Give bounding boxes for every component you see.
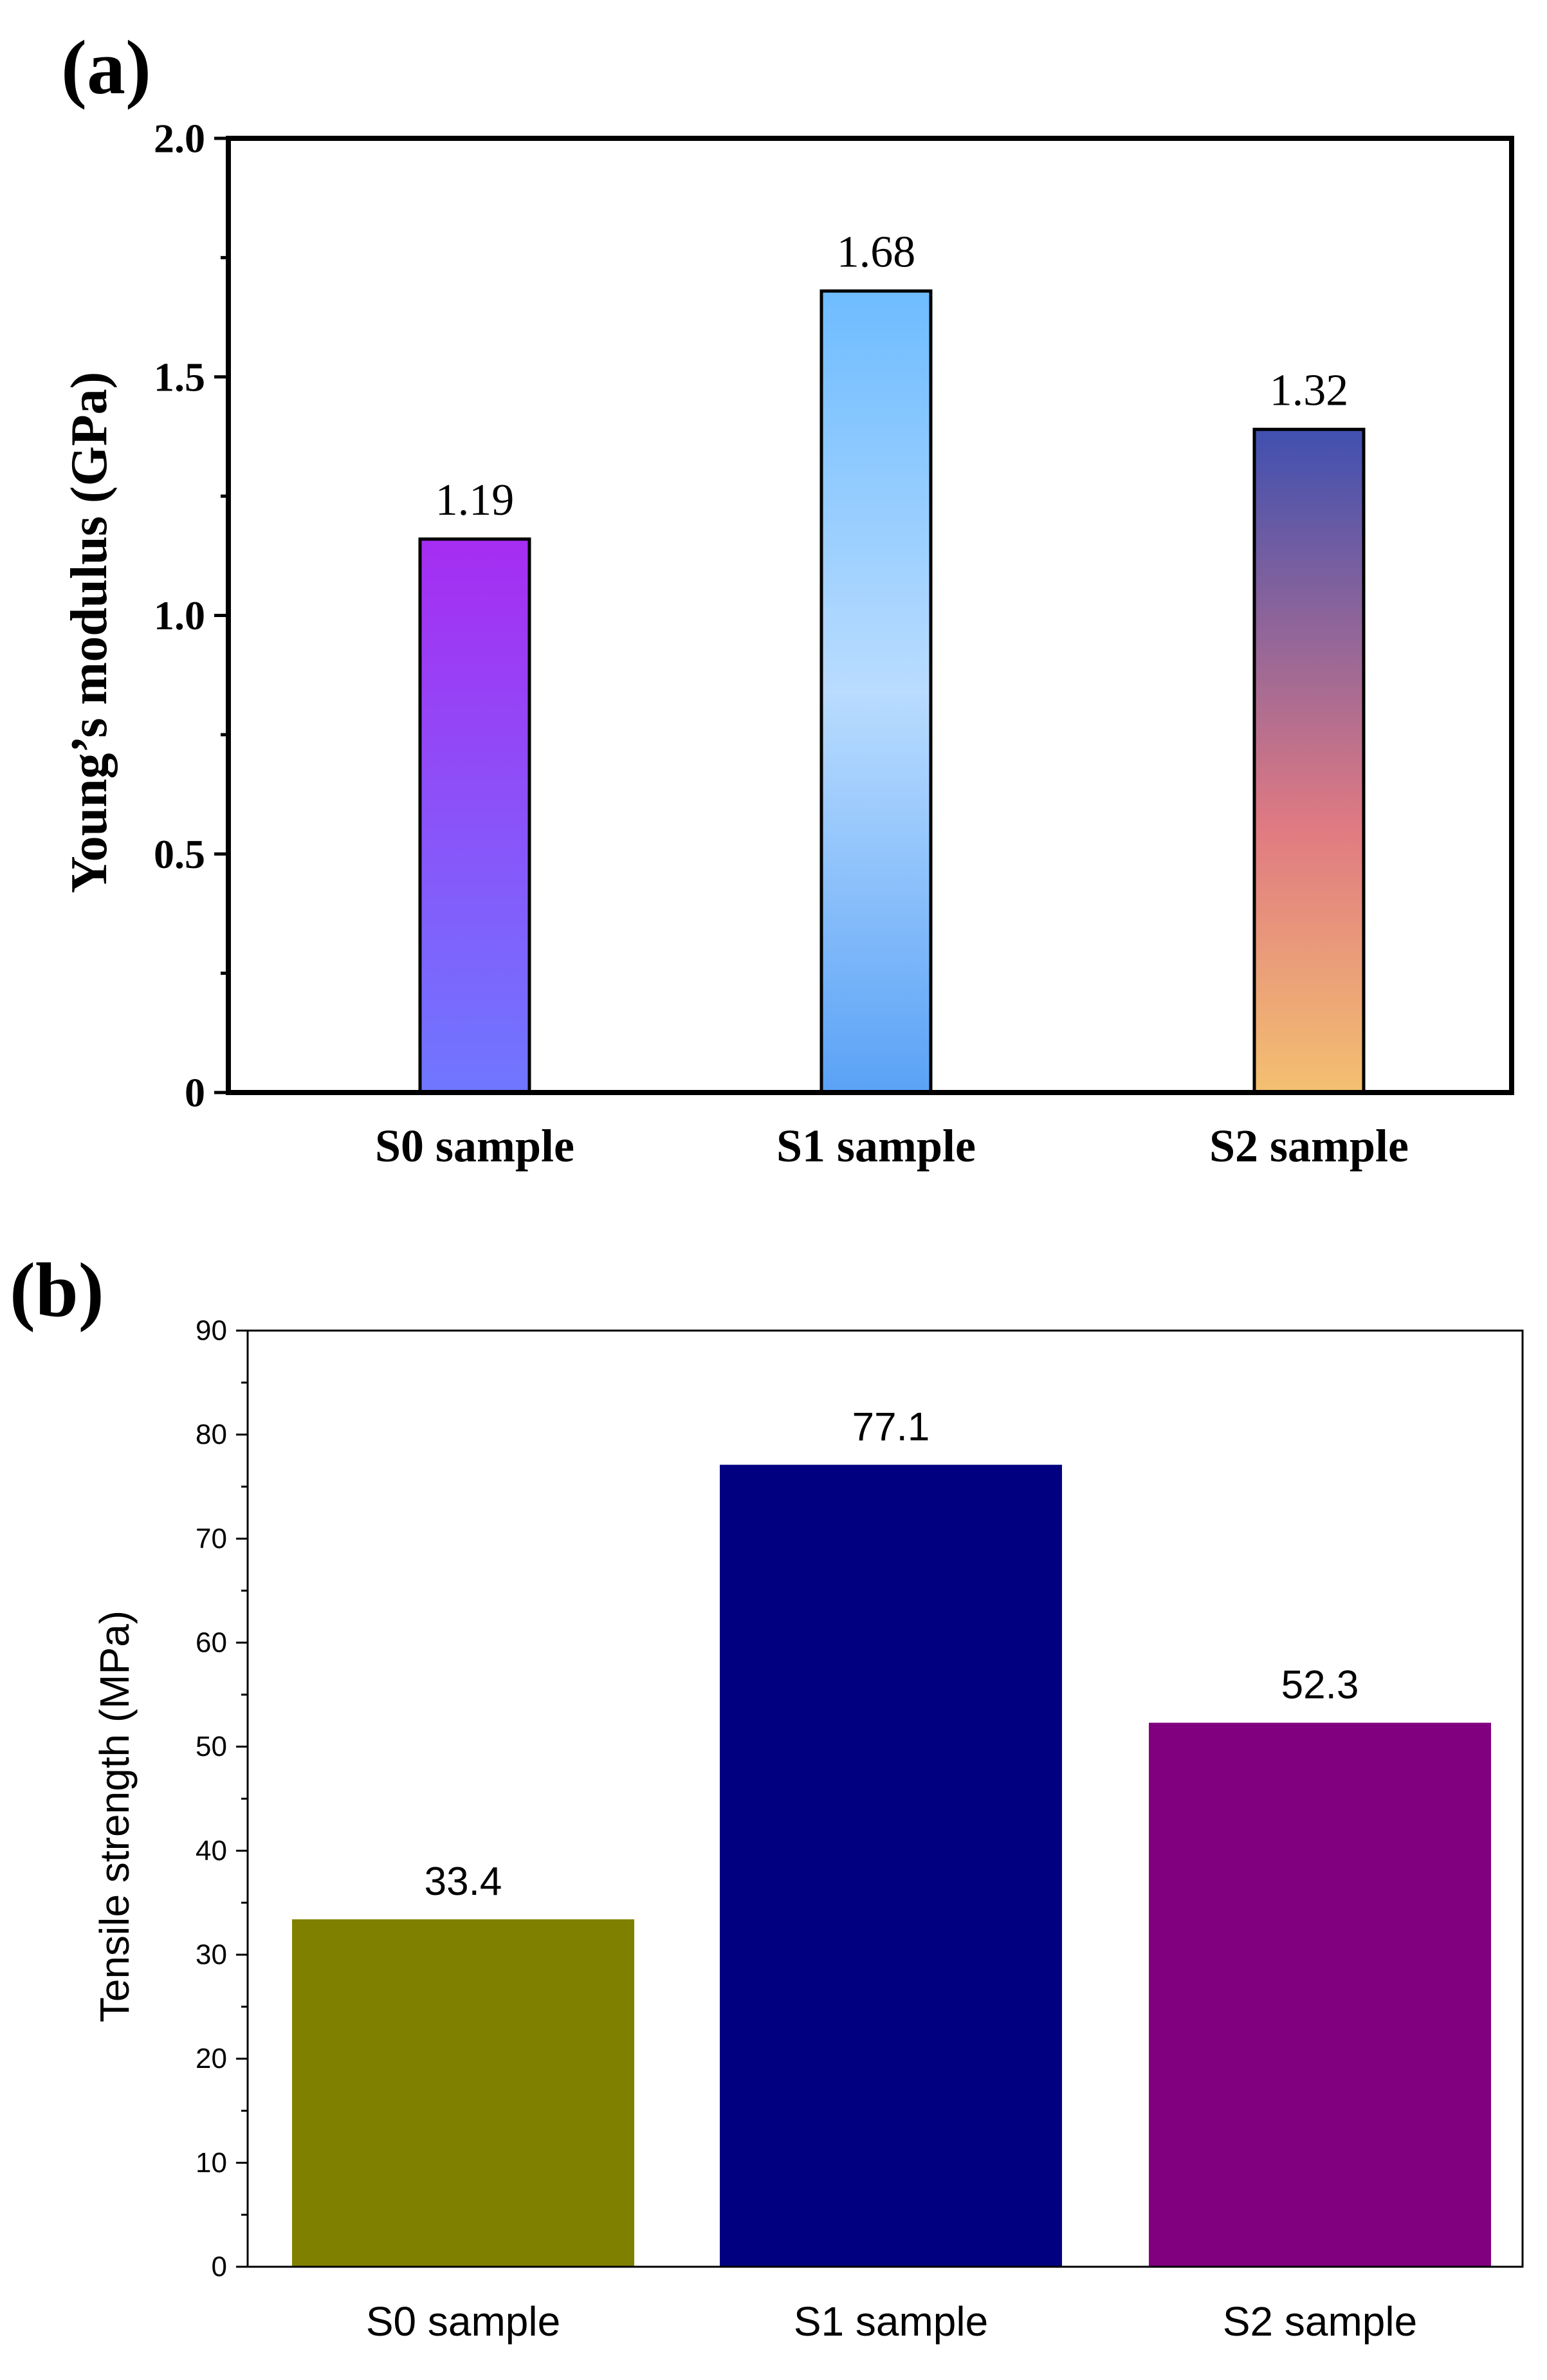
y-tick-label-a: 2.0	[154, 116, 205, 161]
data-label-b-1: 77.1	[852, 1405, 930, 1450]
bar-b-1	[720, 1464, 1062, 2267]
plot-frame-b	[246, 1329, 1524, 2268]
chart-a: (a) Young’s modulus (GPa) 00.51.01.52.0 …	[61, 24, 1514, 1172]
panel-label-a: (a)	[61, 24, 151, 110]
y-tick-label-a: 1.0	[154, 593, 205, 638]
y-ticks-b: 0 10 20 30 40 50 60 70 80 90	[196, 1315, 248, 2283]
x-tick-label-b-2: S2 sample	[1223, 2298, 1417, 2345]
data-label-b-0: 33.4	[425, 1859, 502, 1904]
y-tick-label-b: 20	[196, 2043, 227, 2074]
y-tick-label-b: 0	[212, 2251, 227, 2283]
x-tick-label-a-0: S0 sample	[375, 1120, 574, 1172]
bar-a-1	[819, 289, 933, 1094]
data-label-a-1: 1.68	[837, 227, 916, 277]
panel-label-b: (b)	[10, 1247, 104, 1333]
chart-b: (b) Tensile strength (MPa) 0 10 20 30 40 50 60…	[10, 1247, 1524, 2345]
y-tick-label-a: 1.5	[154, 354, 205, 400]
bar-b-2	[1149, 1722, 1491, 2267]
x-tick-label-a-1: S1 sample	[776, 1120, 976, 1172]
y-tick-label-b: 10	[196, 2147, 227, 2179]
y-tick-label-b: 80	[196, 1419, 227, 1450]
y-tick-label-b: 90	[196, 1315, 227, 1347]
bar-a-2	[1252, 427, 1366, 1094]
y-tick-label-b: 50	[196, 1731, 227, 1762]
x-tick-labels-b: S0 sample S1 sample S2 sample	[366, 2298, 1417, 2345]
data-label-b-2: 52.3	[1281, 1663, 1359, 1707]
data-label-a-0: 1.19	[435, 475, 515, 525]
y-axis-label-a: Young’s modulus (GPa)	[61, 372, 118, 894]
x-tick-label-b-1: S1 sample	[794, 2298, 988, 2345]
y-tick-label-a: 0	[185, 1070, 205, 1116]
y-tick-label-a: 0.5	[154, 831, 205, 877]
x-tick-label-a-2: S2 sample	[1209, 1120, 1409, 1172]
bars-a: 1.19 1.68 1.32	[418, 227, 1366, 1094]
y-tick-label-b: 40	[196, 1835, 227, 1867]
y-axis-label-b: Tensile strength (MPa)	[91, 1610, 138, 2022]
y-tick-label-b: 60	[196, 1627, 227, 1659]
x-tick-labels-a: S0 sample S1 sample S2 sample	[375, 1120, 1409, 1172]
bar-a-0	[418, 537, 531, 1094]
y-ticks-a: 0 0.5 1.0 1.5 2.0	[154, 116, 228, 1116]
bars-b: 33.4 77.1 52.3	[292, 1405, 1491, 2267]
plot-frame-a	[226, 136, 1514, 1095]
y-tick-label-b: 70	[196, 1523, 227, 1554]
y-tick-label-b: 30	[196, 1939, 227, 1971]
bar-b-0	[292, 1919, 634, 2267]
data-label-a-2: 1.32	[1270, 365, 1349, 415]
x-tick-label-b-0: S0 sample	[366, 2298, 560, 2345]
